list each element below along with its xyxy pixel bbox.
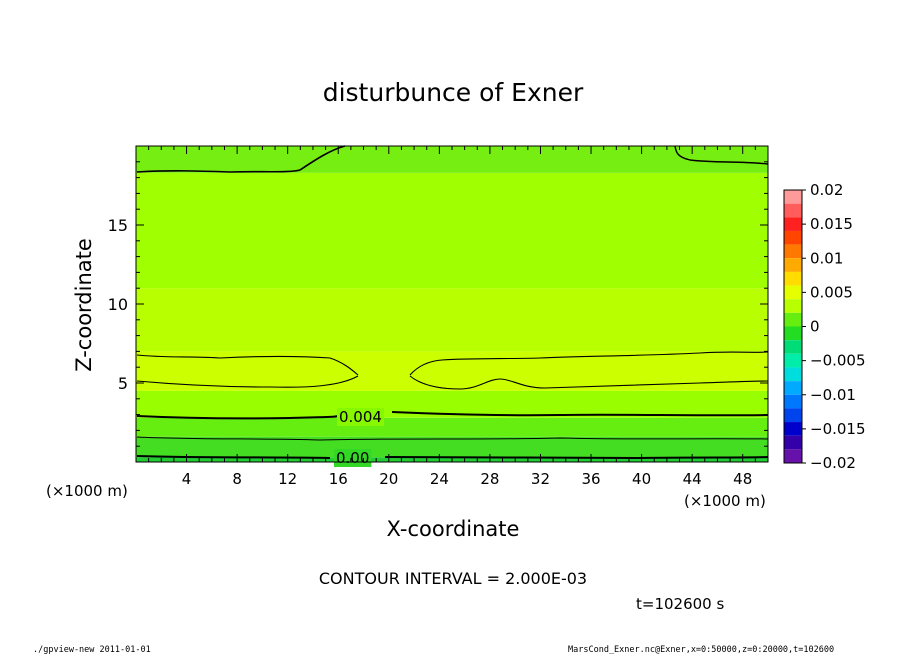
contour-line-z-18 bbox=[136, 145, 346, 173]
contour-band bbox=[136, 172, 768, 289]
colorbar-level bbox=[784, 408, 802, 423]
colorbar-level bbox=[784, 435, 802, 450]
x-axis-unit: (×1000 m) bbox=[684, 492, 766, 510]
colorbar-level bbox=[784, 217, 802, 231]
colorbar-label: 0.01 bbox=[810, 249, 843, 267]
contour-band bbox=[136, 436, 768, 458]
contour-line-z-3 bbox=[136, 411, 769, 420]
colorbar-label: −0.015 bbox=[810, 420, 866, 438]
colorbar-label: −0.005 bbox=[810, 352, 866, 370]
x-tick-label: 16 bbox=[329, 470, 348, 488]
x-tick-label: 44 bbox=[683, 470, 702, 488]
y-axis-label: Z-coordinate bbox=[72, 238, 96, 372]
x-tick-label: 8 bbox=[232, 470, 242, 488]
colorbar-level bbox=[784, 244, 802, 259]
x-tick-label: 28 bbox=[480, 470, 499, 488]
colorbar-level bbox=[784, 394, 802, 409]
contour-band bbox=[136, 146, 768, 173]
contour-line-z-18-right bbox=[674, 145, 769, 165]
time-label: t=102600 s bbox=[636, 595, 724, 613]
colorbar-level bbox=[784, 340, 802, 354]
colorbar-level bbox=[784, 326, 802, 341]
contour-line-z-15 bbox=[136, 436, 769, 441]
contour-lines bbox=[136, 145, 769, 460]
x-tick-label: 40 bbox=[632, 470, 651, 488]
footer-right: MarsCond_Exner.nc@Exner,x=0:50000,z=0:20… bbox=[568, 645, 834, 654]
colorbar: 0.02 0.015 0.01 0.005 0 −0.005 −0.01 −0.015 −0.0… bbox=[783, 181, 866, 472]
colorbar-level bbox=[784, 353, 802, 368]
colorbar-label: −0.01 bbox=[810, 386, 856, 404]
x-tick-label: 24 bbox=[430, 470, 449, 488]
y-tick-label: 5 bbox=[118, 374, 128, 393]
contour-label-bg bbox=[337, 408, 384, 426]
colorbar-level bbox=[784, 230, 802, 245]
colorbar-level bbox=[784, 285, 802, 300]
contour-line-lower-lobe bbox=[136, 375, 769, 390]
x-tick-label: 4 bbox=[182, 470, 192, 488]
colorbar-level bbox=[784, 381, 802, 395]
footer-left: ./gpview-new 2011-01-01 bbox=[33, 645, 151, 654]
y-tick-label: 10 bbox=[108, 295, 128, 314]
contour-line-upper-lobe bbox=[136, 351, 769, 376]
colorbar-label: 0 bbox=[810, 318, 820, 336]
contour-field bbox=[136, 146, 768, 462]
contour-line-z-05 bbox=[136, 455, 769, 460]
colorbar-level bbox=[784, 190, 802, 204]
colorbar-label: −0.02 bbox=[810, 454, 856, 472]
colorbar-level bbox=[784, 271, 802, 286]
y-tick-label: 15 bbox=[108, 216, 128, 235]
colorbar-label: 0.005 bbox=[810, 283, 853, 301]
x-tick-label: 36 bbox=[581, 470, 600, 488]
contour-label: 0.004 bbox=[339, 408, 382, 426]
contour-band bbox=[136, 288, 768, 352]
colorbar-level bbox=[784, 312, 802, 327]
x-tick-label: 20 bbox=[379, 470, 398, 488]
x-axis-label: X-coordinate bbox=[387, 517, 520, 541]
colorbar-label: 0.015 bbox=[810, 215, 853, 233]
chart-title: disturbunce of Exner bbox=[323, 78, 584, 107]
x-tick-label: 12 bbox=[278, 470, 297, 488]
colorbar-level bbox=[784, 367, 802, 382]
contour-label: 0.00 bbox=[336, 449, 369, 467]
colorbar-level bbox=[784, 203, 802, 218]
contour-band bbox=[136, 417, 768, 437]
colorbar-level bbox=[784, 299, 802, 313]
colorbar-level bbox=[784, 422, 802, 436]
contour-interval-note: CONTOUR INTERVAL = 2.000E-03 bbox=[319, 569, 587, 588]
y-axis-unit: (×1000 m) bbox=[46, 482, 128, 500]
colorbar-level bbox=[784, 258, 802, 272]
colorbar-level bbox=[784, 449, 802, 463]
x-tick-label: 32 bbox=[531, 470, 550, 488]
colorbar-label: 0.02 bbox=[810, 181, 843, 199]
x-tick-label: 48 bbox=[733, 470, 752, 488]
